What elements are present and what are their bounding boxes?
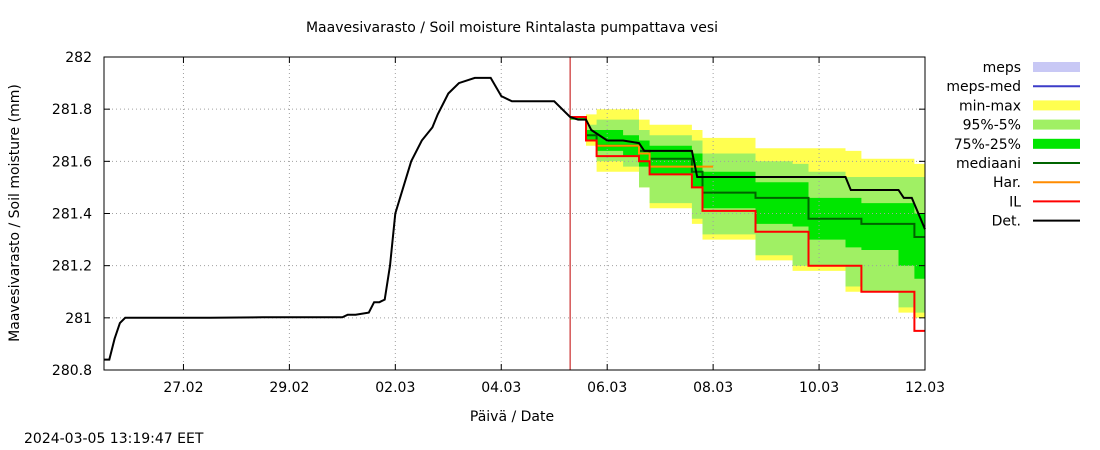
x-tick-label: 10.03 [799,380,839,396]
series-lines [104,57,926,370]
x-tick-label: 27.02 [163,380,203,396]
legend-swatch [1033,100,1080,111]
series-det [104,76,926,361]
y-tick-label: 281.4 [52,207,92,223]
legend-label: 75%-25% [954,137,1021,153]
y-axis-label: Maavesivarasto / Soil moisture (mm) [7,84,23,342]
legend-label: 95%-5% [963,118,1021,134]
y-tick-label: 281.2 [52,259,92,275]
legend-label: mediaani [956,156,1021,172]
legend: meps meps-med min-max 95%-5% 75%-25% mediaani… [946,60,1080,230]
x-tick-label: 06.03 [587,380,627,396]
legend-swatch [1033,62,1080,72]
timestamp-label: 2024-03-05 13:19:47 EET [24,431,204,447]
legend-label: meps [983,60,1021,76]
x-tick-label: 04.03 [481,380,521,396]
y-tick-label: 281.6 [52,154,92,170]
x-tick-label: 12.03 [905,380,945,396]
axis-ticks: 282 281.8 281.6 281.4 281.2 281 280.8 27.02 29.0… [52,50,945,396]
x-tick-label: 29.02 [269,380,309,396]
legend-swatch [1033,138,1080,149]
legend-swatch [1033,119,1080,130]
x-tick-label: 02.03 [375,380,415,396]
y-tick-label: 282 [65,50,92,66]
legend-label: Det. [992,214,1021,230]
y-tick-label: 281.8 [52,102,92,118]
legend-label: meps-med [946,79,1021,95]
x-tick-label: 08.03 [693,380,733,396]
y-tick-label: 280.8 [52,363,92,379]
legend-label: IL [1009,194,1021,210]
chart-title: Maavesivarasto / Soil moisture Rintalast… [306,20,718,36]
legend-label: min-max [959,98,1021,114]
y-tick-label: 281 [65,311,92,327]
legend-label: Har. [993,175,1021,191]
x-axis-label: Päivä / Date [470,409,554,425]
series-il [570,116,925,332]
